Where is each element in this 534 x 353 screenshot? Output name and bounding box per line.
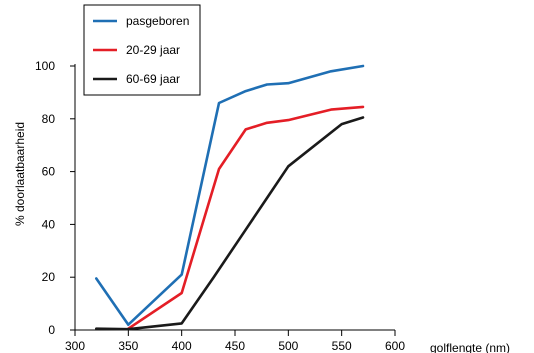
legend: pasgeboren 20-29 jaar 60-69 jaar <box>83 4 201 96</box>
x-tick-label: 550 <box>332 339 352 353</box>
x-tick-label: 400 <box>172 339 192 353</box>
y-tick-label: 80 <box>42 112 56 126</box>
series-line <box>95 116 365 331</box>
y-tick-label: 40 <box>42 217 56 231</box>
series-line <box>127 105 365 331</box>
x-tick-label: 500 <box>278 339 298 353</box>
y-tick-label: 60 <box>42 165 56 179</box>
axes <box>74 64 395 331</box>
x-ticks: 300 350 400 450 500 550 600 <box>65 330 405 353</box>
x-tick-label: 300 <box>65 339 85 353</box>
y-tick-label: 20 <box>42 270 56 284</box>
legend-label: pasgeboren <box>126 14 189 28</box>
series-line <box>95 64 365 327</box>
y-tick-label: 0 <box>48 323 55 337</box>
y-ticks: 0 20 40 60 80 100 <box>35 59 75 337</box>
y-axis-label: % doorlaatbaarheid <box>13 122 27 226</box>
x-tick-label: 450 <box>225 339 245 353</box>
x-tick-label: 350 <box>118 339 138 353</box>
series-lines <box>95 64 365 331</box>
x-tick-label: 600 <box>385 339 405 353</box>
x-axis-label: golflengte (nm) <box>430 341 510 353</box>
legend-label: 60-69 jaar <box>126 72 180 86</box>
legend-label: 20-29 jaar <box>126 43 180 57</box>
y-tick-label: 100 <box>35 59 55 73</box>
